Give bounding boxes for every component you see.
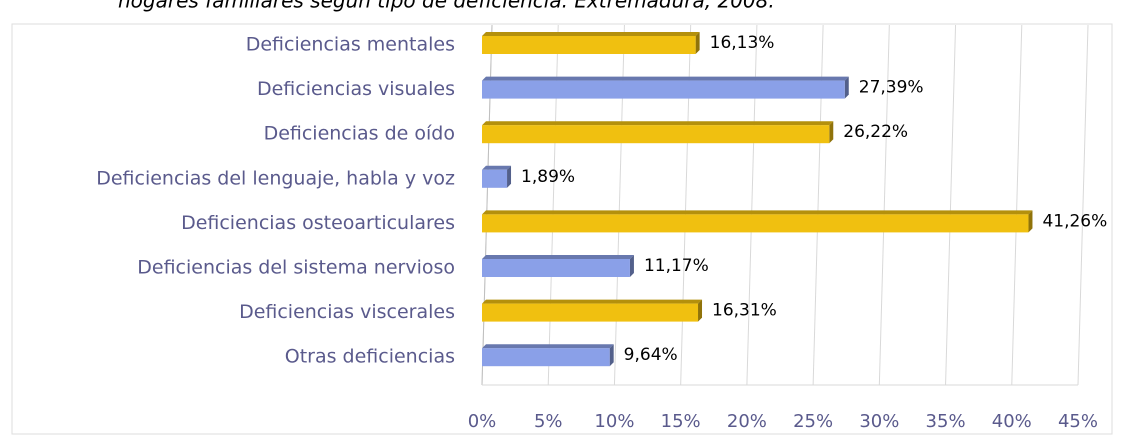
bar-top xyxy=(482,299,703,304)
bar-top xyxy=(482,344,614,349)
y-tick-label: Deficiencias de oído xyxy=(264,123,455,145)
grid-line xyxy=(1077,24,1089,386)
bar xyxy=(482,36,696,54)
data-label: 16,31% xyxy=(712,301,777,321)
x-tick-label: 15% xyxy=(661,411,701,432)
bar-top xyxy=(482,210,1033,215)
x-tick-label: 40% xyxy=(992,411,1032,432)
bar xyxy=(482,125,830,144)
y-tick-label: Deficiencias viscerales xyxy=(239,301,455,323)
chart-title: hogares familiares según tipo de deficie… xyxy=(118,0,775,13)
grid-line xyxy=(945,24,957,386)
chart-frame xyxy=(11,23,1113,435)
data-label: 9,64% xyxy=(624,345,678,365)
grid-line xyxy=(878,24,890,386)
bar xyxy=(482,214,1029,233)
data-label: 11,17% xyxy=(644,256,709,276)
x-tick-label: 5% xyxy=(534,411,563,432)
bar-side xyxy=(695,32,700,54)
y-tick-label: Deficiencias del sistema nervioso xyxy=(137,257,455,279)
bar xyxy=(482,169,508,188)
bar xyxy=(482,80,845,99)
bar-side xyxy=(629,255,634,277)
data-label: 26,22% xyxy=(843,122,908,142)
data-label: 1,89% xyxy=(521,167,575,187)
bar-side xyxy=(698,299,703,322)
y-tick-label: Deficiencias del lenguaje, habla y voz xyxy=(96,167,455,189)
bar-side xyxy=(609,344,614,367)
grid-line xyxy=(1011,24,1023,386)
data-label: 16,13% xyxy=(710,33,775,53)
bar xyxy=(482,259,630,277)
y-tick-label: Otras deficiencias xyxy=(285,346,455,368)
bar-side xyxy=(829,121,834,144)
x-tick-label: 25% xyxy=(793,411,833,432)
x-tick-label: 0% xyxy=(468,411,497,432)
data-label: 41,26% xyxy=(1042,211,1107,231)
bar-side xyxy=(844,76,849,99)
bar-top xyxy=(482,121,834,126)
y-tick-label: Deficiencias osteoarticulares xyxy=(181,212,455,234)
bar-top xyxy=(482,76,849,81)
bar-top xyxy=(482,255,634,259)
x-tick-label: 30% xyxy=(859,411,899,432)
bar-top xyxy=(482,165,512,170)
x-tick-label: 10% xyxy=(594,411,634,432)
bar-side xyxy=(1028,210,1033,233)
bar-side xyxy=(507,165,512,188)
x-tick-label: 20% xyxy=(727,411,767,432)
x-tick-label: 35% xyxy=(926,411,966,432)
x-tick-label: 45% xyxy=(1058,411,1098,432)
data-label: 27,39% xyxy=(859,78,924,98)
bar xyxy=(482,348,610,367)
y-tick-label: Deficiencias mentales xyxy=(246,34,455,56)
y-tick-label: Deficiencias visuales xyxy=(257,78,455,100)
bar-top xyxy=(482,32,700,36)
bar xyxy=(482,303,699,322)
